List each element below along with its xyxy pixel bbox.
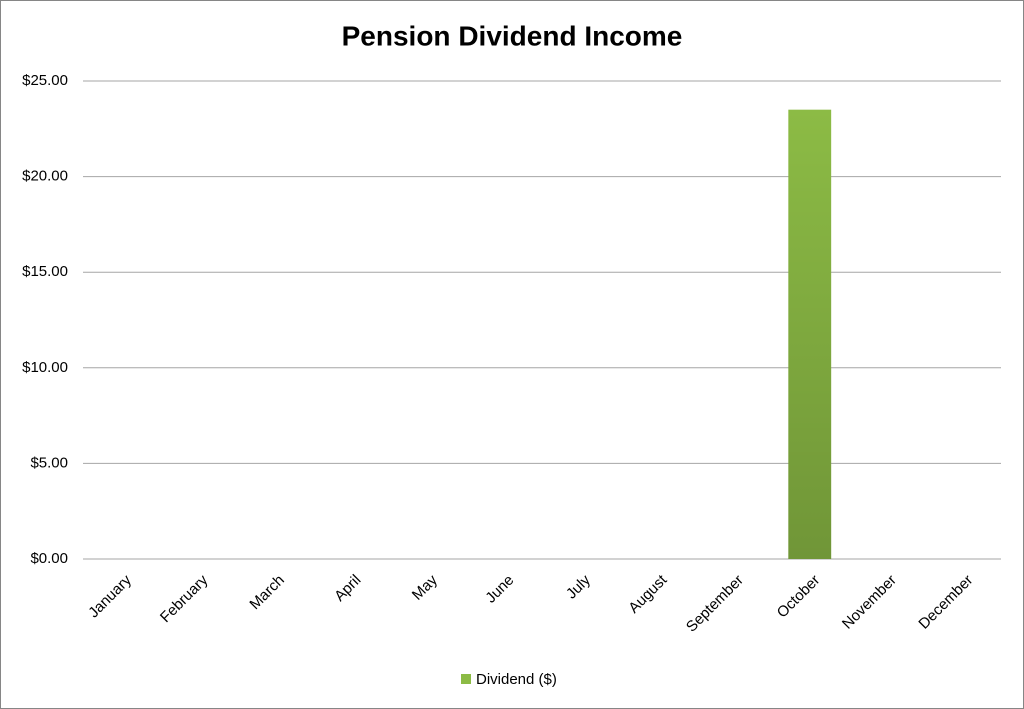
y-tick-label: $25.00 — [22, 72, 68, 89]
legend-label: Dividend ($) — [476, 671, 557, 688]
y-tick-label: $20.00 — [22, 168, 68, 185]
y-tick-label: $0.00 — [30, 550, 68, 567]
y-tick-label: $5.00 — [30, 454, 68, 471]
y-tick-label: $10.00 — [22, 359, 68, 376]
legend-swatch — [461, 674, 471, 684]
bar-shade — [788, 109, 832, 560]
y-tick-label: $15.00 — [22, 263, 68, 280]
chart-title: Pension Dividend Income — [342, 20, 683, 51]
